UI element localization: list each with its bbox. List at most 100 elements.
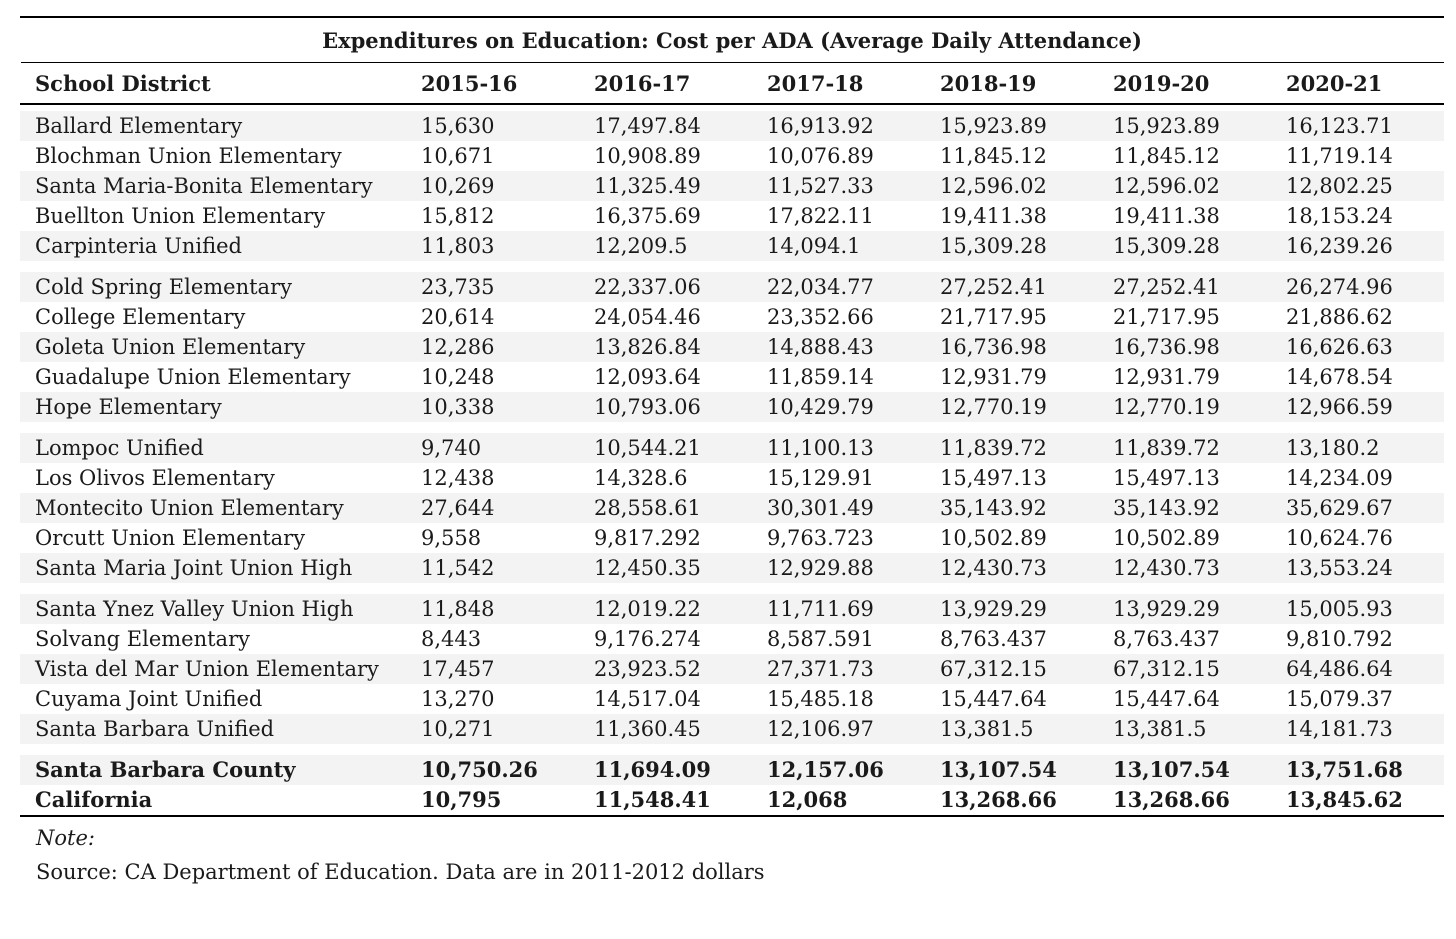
value-cell: 14,888.43 bbox=[752, 332, 925, 362]
value-cell: 18,153.24 bbox=[1286, 204, 1393, 228]
value-cell: 10,076.89 bbox=[767, 144, 874, 168]
value-cell: 9,817.292 bbox=[594, 526, 701, 550]
district-name-cell: Montecito Union Elementary bbox=[20, 493, 406, 523]
value-cell: 14,234.09 bbox=[1286, 466, 1393, 490]
table-body: Ballard Elementary 15,630 17,497.84 16,913.… bbox=[20, 104, 1445, 817]
district-name-cell: Buellton Union Elementary bbox=[35, 204, 326, 228]
column-header: 2016-17 bbox=[579, 63, 752, 105]
value-cell: 10,793.06 bbox=[579, 392, 752, 422]
value-cell: 12,966.59 bbox=[1271, 392, 1445, 422]
district-name-cell: Vista del Mar Union Elementary bbox=[20, 654, 406, 684]
value-cell: 21,886.62 bbox=[1286, 305, 1393, 329]
value-cell: 11,839.72 bbox=[1098, 433, 1271, 463]
value-cell: 14,678.54 bbox=[1286, 365, 1393, 389]
value-cell: 14,094.1 bbox=[752, 231, 925, 261]
table-row: Santa Maria Joint Union High 11,542 12,450… bbox=[20, 553, 1445, 583]
district-name-cell: Santa Maria-Bonita Elementary bbox=[20, 171, 406, 201]
value-cell: 13,268.66 bbox=[1098, 785, 1271, 817]
group-spacer bbox=[20, 744, 1445, 755]
value-cell: 27,252.41 bbox=[1098, 272, 1271, 302]
value-cell: 17,497.84 bbox=[579, 111, 752, 141]
value-cell: 26,274.96 bbox=[1271, 272, 1445, 302]
value-cell: 35,629.67 bbox=[1271, 493, 1445, 523]
table-title: Expenditures on Education: Cost per ADA … bbox=[20, 16, 1445, 62]
value-cell: 16,626.63 bbox=[1271, 332, 1445, 362]
table-row: Cuyama Joint Unified 13,270 14,517.04 15,48… bbox=[20, 684, 1444, 714]
value-cell: 12,770.19 bbox=[1098, 392, 1271, 422]
table-row: California 10,795 11,548.41 12,068 13,268.66… bbox=[20, 785, 1445, 817]
value-cell: 14,517.04 bbox=[594, 687, 701, 711]
value-cell: 10,544.21 bbox=[579, 433, 752, 463]
value-cell: 13,845.62 bbox=[1271, 785, 1445, 817]
district-name-cell: Los Olivos Elementary bbox=[35, 466, 275, 490]
value-cell: 35,143.92 bbox=[925, 493, 1098, 523]
value-cell: 11,548.41 bbox=[579, 785, 752, 817]
column-header: 2020-21 bbox=[1271, 63, 1445, 105]
district-name-cell: Blochman Union Elementary bbox=[35, 144, 342, 168]
table-row: Buellton Union Elementary 15,812 16,375.69… bbox=[20, 201, 1444, 231]
table-row: Santa Maria-Bonita Elementary 10,269 11,32… bbox=[20, 171, 1445, 201]
table-row: Santa Ynez Valley Union High 11,848 12,019… bbox=[20, 594, 1445, 624]
value-cell: 15,309.28 bbox=[1098, 231, 1271, 261]
value-cell: 11,527.33 bbox=[752, 171, 925, 201]
value-cell: 16,736.98 bbox=[925, 332, 1098, 362]
value-cell: 15,497.13 bbox=[940, 466, 1047, 490]
table-row: Montecito Union Elementary 27,644 28,558.6… bbox=[20, 493, 1445, 523]
value-cell: 14,181.73 bbox=[1271, 714, 1445, 744]
value-cell: 15,812 bbox=[421, 204, 495, 228]
value-cell: 23,352.66 bbox=[767, 305, 874, 329]
table-row: Solvang Elementary 8,443 9,176.274 8,587.59… bbox=[20, 624, 1444, 654]
value-cell: 21,717.95 bbox=[940, 305, 1047, 329]
value-cell: 12,802.25 bbox=[1271, 171, 1445, 201]
table-row: Blochman Union Elementary 10,671 10,908.89… bbox=[20, 141, 1444, 171]
value-cell: 16,239.26 bbox=[1271, 231, 1445, 261]
note-label: Note: bbox=[36, 826, 95, 850]
value-cell: 13,826.84 bbox=[579, 332, 752, 362]
value-cell: 12,770.19 bbox=[925, 392, 1098, 422]
value-cell: 11,859.14 bbox=[767, 365, 874, 389]
value-cell: 15,447.64 bbox=[940, 687, 1047, 711]
table-row: Cold Spring Elementary 23,735 22,337.06 22,… bbox=[20, 272, 1445, 302]
value-cell: 13,268.66 bbox=[925, 785, 1098, 817]
table-row: Los Olivos Elementary 12,438 14,328.6 15,12… bbox=[20, 463, 1444, 493]
value-cell: 11,694.09 bbox=[579, 755, 752, 785]
value-cell: 10,671 bbox=[421, 144, 495, 168]
district-name-cell: Lompoc Unified bbox=[20, 433, 406, 463]
column-header: School District bbox=[20, 63, 406, 105]
value-cell: 11,803 bbox=[406, 231, 579, 261]
value-cell: 15,923.89 bbox=[925, 111, 1098, 141]
value-cell: 8,443 bbox=[421, 627, 482, 651]
value-cell: 10,908.89 bbox=[594, 144, 701, 168]
source-note: Source: CA Department of Education. Data… bbox=[36, 860, 765, 884]
value-cell: 15,497.13 bbox=[1113, 466, 1220, 490]
value-cell: 13,381.5 bbox=[1098, 714, 1271, 744]
value-cell: 23,923.52 bbox=[579, 654, 752, 684]
district-name-cell: Ballard Elementary bbox=[20, 111, 406, 141]
value-cell: 15,485.18 bbox=[767, 687, 874, 711]
table-row: College Elementary 20,614 24,054.46 23,352.… bbox=[20, 302, 1444, 332]
value-cell: 10,502.89 bbox=[940, 526, 1047, 550]
value-cell: 12,931.79 bbox=[940, 365, 1047, 389]
value-cell: 10,338 bbox=[406, 392, 579, 422]
value-cell: 12,450.35 bbox=[579, 553, 752, 583]
table-row: Carpinteria Unified 11,803 12,209.5 14,094.… bbox=[20, 231, 1445, 261]
value-cell: 13,929.29 bbox=[1098, 594, 1271, 624]
value-cell: 11,845.12 bbox=[940, 144, 1047, 168]
district-name-cell: Santa Barbara County bbox=[20, 755, 406, 785]
value-cell: 12,157.06 bbox=[752, 755, 925, 785]
district-name-cell: Cuyama Joint Unified bbox=[35, 687, 263, 711]
value-cell: 12,068 bbox=[752, 785, 925, 817]
value-cell: 12,596.02 bbox=[925, 171, 1098, 201]
value-cell: 9,763.723 bbox=[767, 526, 874, 550]
district-name-cell: Hope Elementary bbox=[20, 392, 406, 422]
value-cell: 12,106.97 bbox=[752, 714, 925, 744]
table-row: Vista del Mar Union Elementary 17,457 23,9… bbox=[20, 654, 1445, 684]
value-cell: 13,381.5 bbox=[925, 714, 1098, 744]
value-cell: 12,430.73 bbox=[925, 553, 1098, 583]
district-name-cell: Goleta Union Elementary bbox=[20, 332, 406, 362]
value-cell: 13,107.54 bbox=[925, 755, 1098, 785]
column-header: 2018-19 bbox=[925, 63, 1098, 105]
column-header: 2015-16 bbox=[406, 63, 579, 105]
value-cell: 11,100.13 bbox=[752, 433, 925, 463]
value-cell: 67,312.15 bbox=[1098, 654, 1271, 684]
